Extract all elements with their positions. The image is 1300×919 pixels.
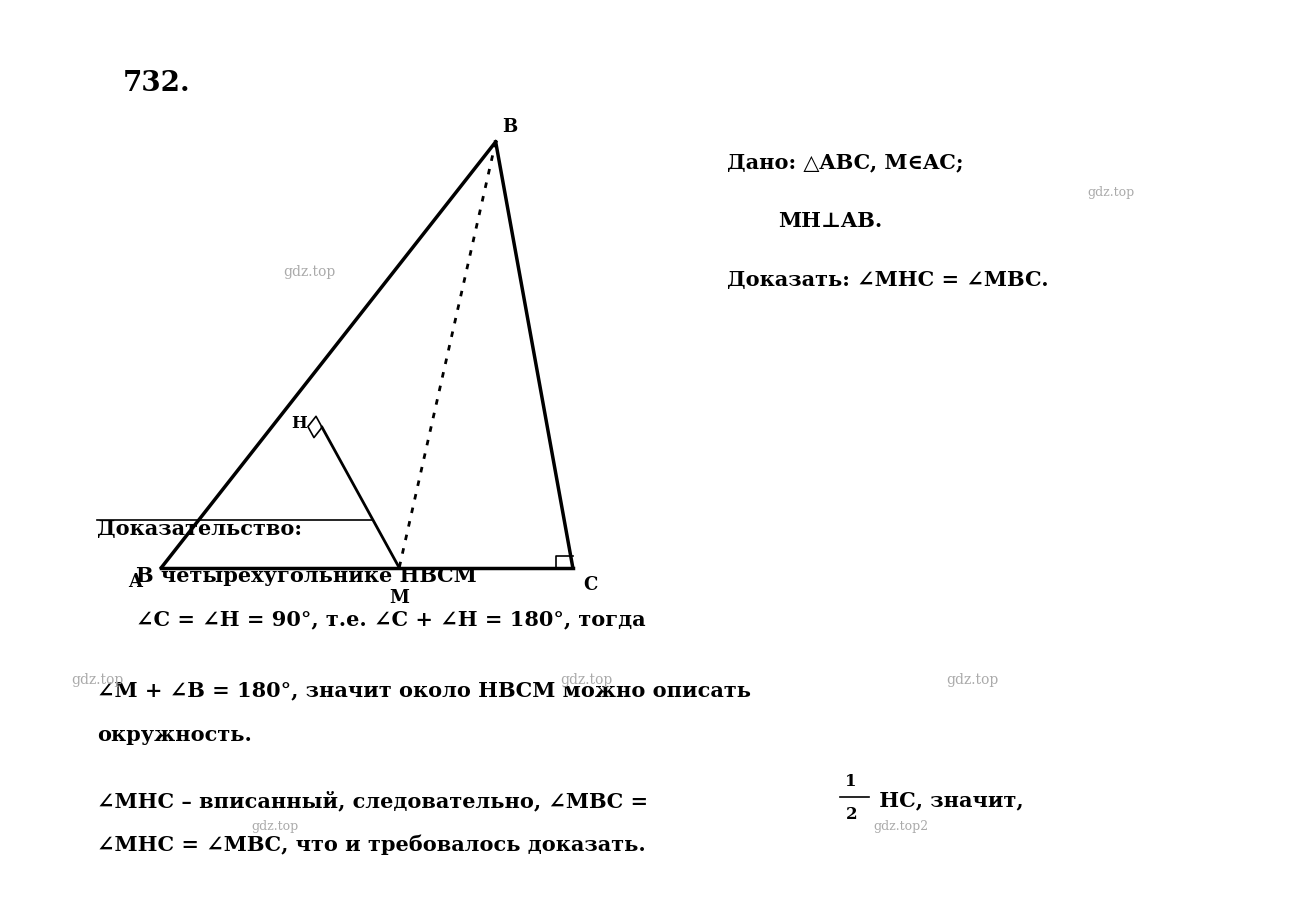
Text: gdz.top: gdz.top <box>283 265 335 278</box>
Text: 1: 1 <box>845 772 857 789</box>
Text: Доказательство:: Доказательство: <box>98 518 302 539</box>
Text: MH⊥AB.: MH⊥AB. <box>779 210 883 231</box>
Text: окружность.: окружность. <box>98 725 252 744</box>
Text: НС, значит,: НС, значит, <box>872 789 1024 810</box>
Text: ∠МНС = ∠МВС, что и требовалось доказать.: ∠МНС = ∠МВС, что и требовалось доказать. <box>98 834 646 854</box>
Text: A: A <box>127 573 142 591</box>
Text: ∠C = ∠H = 90°, т.е. ∠C + ∠H = 180°, тогда: ∠C = ∠H = 90°, т.е. ∠C + ∠H = 180°, тогд… <box>135 609 645 629</box>
Text: B: B <box>502 118 517 135</box>
Text: gdz.top2: gdz.top2 <box>874 819 929 832</box>
Text: gdz.top: gdz.top <box>72 672 124 686</box>
Text: gdz.top: gdz.top <box>1087 187 1135 199</box>
Text: H: H <box>291 414 307 432</box>
Text: 2: 2 <box>845 805 857 822</box>
Text: 732.: 732. <box>122 70 190 97</box>
Text: gdz.top: gdz.top <box>560 672 612 686</box>
Text: gdz.top: gdz.top <box>251 819 299 832</box>
Text: Дано: △ABC, M∈AC;: Дано: △ABC, M∈AC; <box>727 152 963 172</box>
Text: C: C <box>584 575 598 594</box>
Text: ∠МНС – вписанный, следовательно, ∠МВС =: ∠МНС – вписанный, следовательно, ∠МВС = <box>98 789 655 811</box>
Text: Доказать: ∠MHC = ∠MBC.: Доказать: ∠MHC = ∠MBC. <box>727 269 1049 289</box>
Text: gdz.top: gdz.top <box>946 672 998 686</box>
Text: ∠M + ∠B = 180°, значит около НВСМ можно описать: ∠M + ∠B = 180°, значит около НВСМ можно … <box>98 679 751 699</box>
Text: M: M <box>389 588 410 606</box>
Text: В четырехугольнике НВСМ: В четырехугольнике НВСМ <box>135 565 476 585</box>
